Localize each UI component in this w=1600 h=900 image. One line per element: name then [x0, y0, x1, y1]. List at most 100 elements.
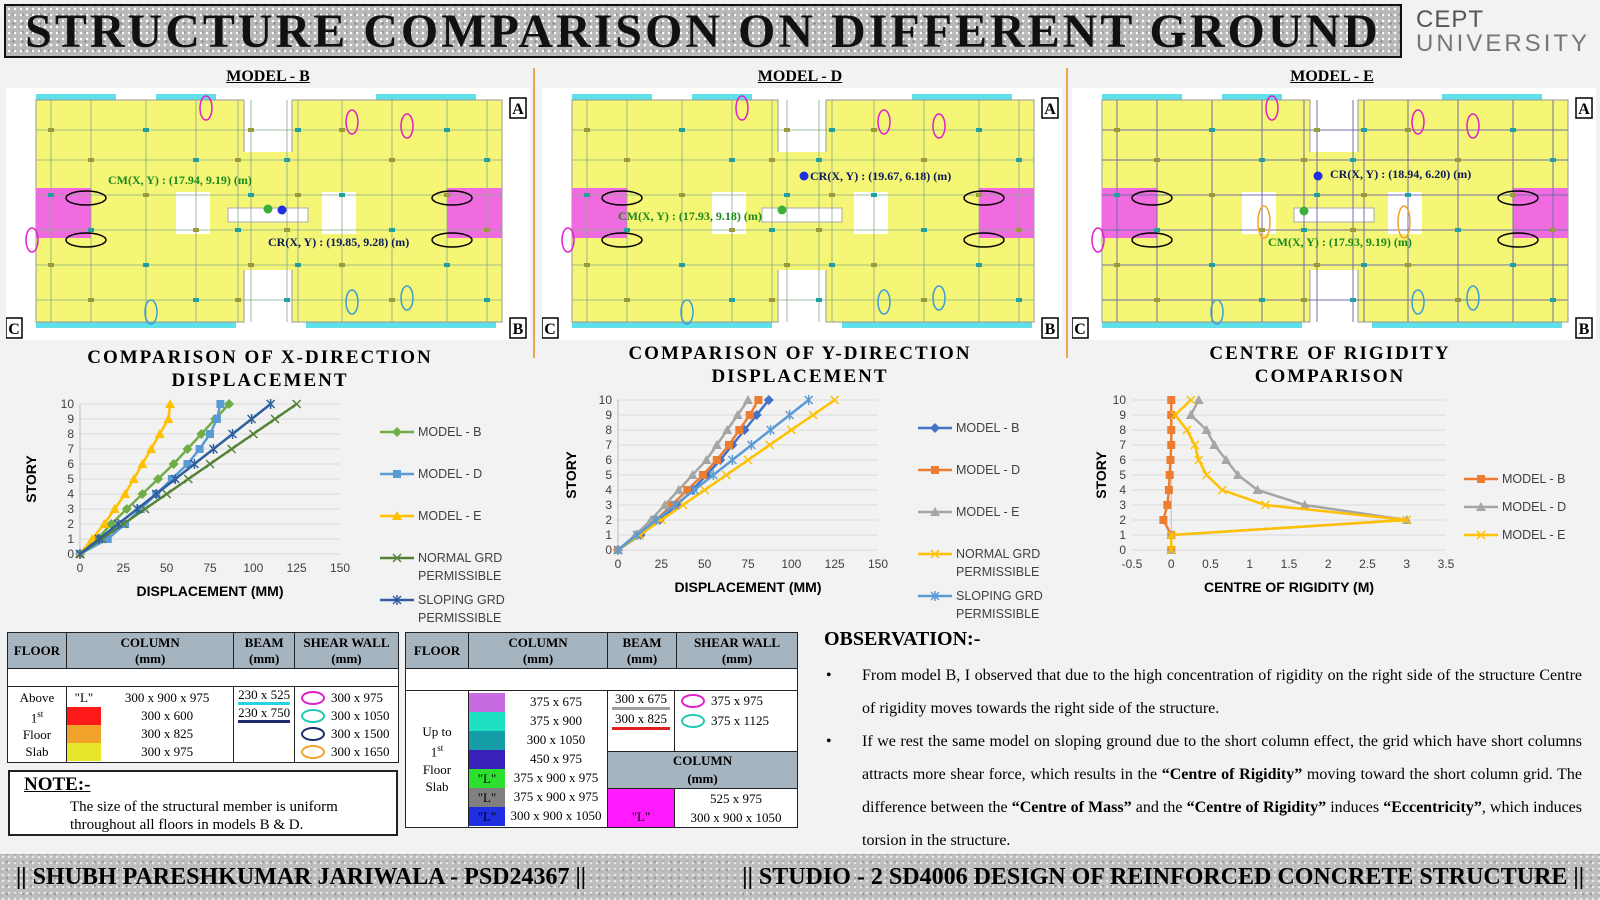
plan-column: [679, 263, 685, 267]
plan-edge-band: [36, 320, 236, 328]
t2-shears: 375 x 975 375 x 1125: [675, 691, 797, 751]
t1-shear-size: 300 x 1650: [330, 743, 390, 759]
data-point: [1165, 471, 1174, 479]
plan-column: [769, 228, 775, 232]
data-point: [1193, 395, 1204, 404]
y-tick-label: 10: [1113, 394, 1127, 407]
footer: || SHUBH PARESHKUMAR JARIWALA - PSD24367…: [0, 854, 1600, 900]
grid-marker-b-text: B: [1579, 321, 1590, 338]
data-point: [930, 591, 940, 601]
plan-column: [1314, 193, 1320, 197]
data-point: [137, 489, 148, 499]
grid-marker-c: [1072, 317, 1089, 339]
plan-column: [248, 263, 254, 267]
plan-column: [88, 228, 94, 232]
plan-opening: [322, 192, 356, 234]
plan-centre-of-rigidity: [277, 205, 287, 215]
plan-shear-wall-marker: [144, 299, 158, 325]
t2-col2-header-text: COLUMN: [672, 753, 733, 768]
data-point: [1190, 440, 1200, 450]
t1-column-size: 300 x 975: [141, 743, 194, 759]
x-axis-label: CENTRE OF RIGIDITY (M): [1204, 579, 1374, 595]
t2-right: 300 x 675 300 x 825 375 x 975 375 x 1125 COL…: [607, 690, 798, 828]
data-point: [292, 399, 302, 409]
data-point: [227, 444, 237, 454]
t2-col2-header: COLUMN (mm): [608, 751, 797, 789]
plan-edge-band: [1372, 320, 1562, 328]
plan-column: [1114, 193, 1120, 197]
data-point: [113, 519, 123, 529]
data-point: [109, 504, 120, 513]
data-point: [1185, 410, 1196, 419]
y-tick-label: 2: [605, 513, 612, 527]
plan-column: [284, 228, 290, 232]
plan-edge-band: [912, 94, 1012, 102]
x-tick-label: 2: [1325, 557, 1332, 571]
t1-beam-row: 230 x 750: [234, 705, 294, 723]
plan-shear-wall-marker: [963, 190, 1005, 206]
plan-opening: [780, 100, 824, 144]
data-point: [1202, 470, 1212, 480]
t2-h-column: COLUMN (mm): [468, 632, 608, 669]
t1-column-row: 300 x 600: [66, 706, 233, 725]
note-title: NOTE:-: [24, 774, 91, 795]
plan-edge-band: [572, 94, 652, 102]
grid-marker-a: [1575, 97, 1593, 119]
t2-beam-size: 300 x 675: [615, 691, 667, 706]
data-point: [743, 455, 753, 465]
t2-color-swatch: [469, 711, 505, 731]
t1-beam-color: [238, 702, 290, 705]
plan-column: [484, 158, 490, 162]
data-point: [712, 456, 721, 464]
t2-column-row: 300 x 1050: [469, 730, 607, 750]
y-tick-label: 0: [67, 547, 74, 561]
t2-spacer: [405, 668, 798, 691]
plan-column: [624, 158, 630, 162]
t2-beam-row: 300 x 675: [608, 691, 674, 711]
t2-beam-shear-block: 300 x 675 300 x 825 375 x 975 375 x 1125: [608, 691, 797, 751]
x-tick-label: 2.5: [1359, 557, 1376, 571]
plan-column: [444, 128, 450, 132]
data-point: [146, 444, 157, 453]
data-point: [765, 440, 775, 450]
data-point: [212, 415, 221, 423]
plan-column: [1154, 228, 1160, 232]
data-point: [153, 474, 163, 484]
y-tick-label: 1: [1119, 528, 1126, 542]
legend-label: PERMISSIBLE: [418, 569, 501, 583]
y-axis-label: STORY: [1093, 451, 1109, 499]
legend-label: PERMISSIBLE: [956, 607, 1039, 621]
legend-label: SLOPING GRD: [956, 589, 1043, 603]
y-tick-label: 2: [1119, 513, 1126, 527]
data-point: [698, 471, 707, 479]
legend-label: MODEL - E: [418, 509, 481, 523]
plan-shear-wall-marker: [601, 190, 643, 206]
data-point: [1166, 456, 1175, 464]
chart-cr-title-text: CENTRE OF RIGIDITY COMPARISON: [1209, 343, 1451, 387]
observation-title: OBSERVATION:-: [824, 628, 981, 650]
plan-shear-wall-marker: [345, 289, 359, 315]
plan-model-b: CM(X, Y) : (17.94, 9.19) (m) CR(X, Y) : (…: [6, 88, 530, 340]
x-axis-label: DISPLACEMENT (MM): [675, 579, 822, 595]
plan-column: [1259, 228, 1265, 232]
note-box: NOTE:- The size of the structural member…: [8, 770, 398, 836]
x-tick-label: 0.5: [1202, 557, 1219, 571]
plan-column: [1455, 228, 1461, 232]
plan-column: [584, 193, 590, 197]
x-tick-label: 75: [203, 561, 217, 575]
plan-column: [1209, 263, 1215, 267]
t1-shears: 300 x 975 300 x 1050 300 x 1500 300 x 1650: [293, 685, 400, 764]
plan-edge-band: [692, 94, 752, 102]
legend-label: SLOPING GRD: [418, 593, 505, 607]
data-point: [182, 444, 193, 454]
t2-color-swatch: [469, 692, 505, 712]
plan-shear-wall-marker: [1466, 113, 1480, 139]
separator-1: [533, 68, 535, 358]
y-axis-label: STORY: [23, 455, 39, 503]
t2-column-row: 450 x 975: [469, 749, 607, 769]
data-point: [1252, 485, 1263, 494]
chart-y-title-text: COMPARISON OF Y-DIRECTION DISPLACEMENT: [628, 343, 972, 387]
data-point: [1166, 530, 1176, 540]
plan-opening: [1293, 207, 1375, 223]
plan-column: [1314, 128, 1320, 132]
